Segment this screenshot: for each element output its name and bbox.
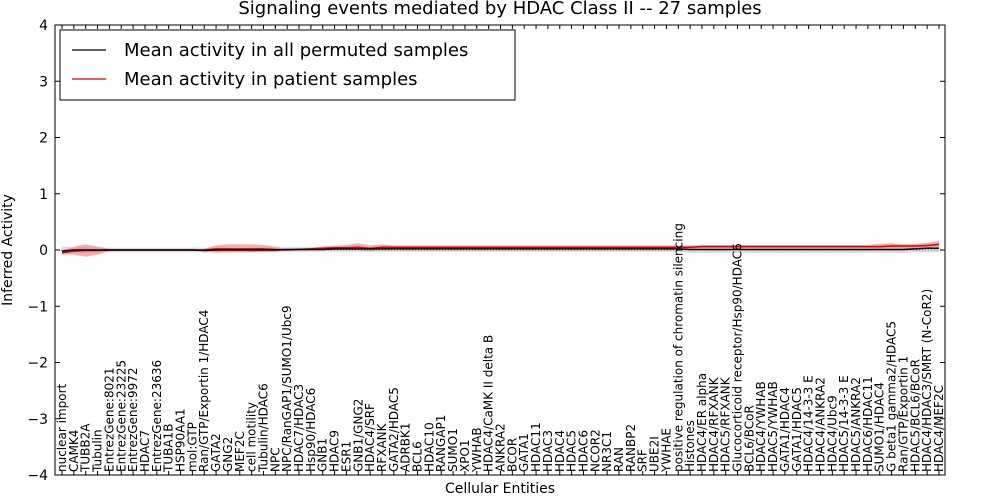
x-category-label: HDAC5 [565, 430, 579, 472]
x-category-label: RANGAP1 [434, 415, 448, 472]
x-category-label: HDAC4/ANKRA2 [813, 377, 827, 472]
x-category-label: Glucocorticoid receptor/Hsp90/HDAC6 [731, 243, 745, 472]
chart-title: Signaling events mediated by HDAC Class … [238, 0, 761, 19]
x-category-label: HDAC5/ANKRA2 [849, 377, 863, 472]
x-category-label: GATA1/HDAC5 [790, 387, 804, 472]
y-tick-label: 3 [39, 74, 48, 90]
y-tick-label: −3 [27, 412, 48, 428]
x-category-label: NPC/RanGAP1/SUMO1/Ubc9 [280, 305, 294, 472]
x-category-label: HDAC10 [422, 422, 436, 472]
x-category-label: SRF [636, 449, 650, 472]
x-axis-label: Cellular Entities [445, 481, 555, 497]
x-category-label: Histones [683, 420, 697, 472]
x-category-label: ADRBK1 [399, 422, 413, 472]
x-category-label: HSP90AA1 [174, 408, 188, 472]
x-category-label: G beta1 gamma2/HDAC5 [885, 321, 899, 472]
x-category-label: SUMO1/HDAC4 [873, 382, 887, 472]
legend-label-patient: Mean activity in patient samples [124, 69, 418, 90]
x-category-label: ANKRA2 [494, 423, 508, 472]
x-category-label: HDAC7/HDAC3 [292, 384, 306, 472]
x-category-label: NCOR2 [588, 429, 602, 472]
x-category-label: GNB1 [316, 438, 330, 472]
y-tick-label: 0 [39, 243, 48, 259]
x-category-label: TUBA1B [162, 424, 176, 473]
x-category-label: Ran/GTP/Exportin 1 [896, 356, 910, 472]
series-line-0 [61, 247, 939, 252]
x-category-label: EntrezGene:8021 [102, 368, 116, 473]
x-category-label: HDAC5/BCL6/BCoR [908, 359, 922, 472]
x-category-label: YWHAE [659, 428, 673, 473]
x-category-label: HDAC4/SRF [363, 403, 377, 472]
legend-label-permuted: Mean activity in all permuted samples [124, 40, 468, 61]
x-category-label: BCL6/BCoR [742, 405, 756, 472]
x-category-label: NPC [268, 447, 282, 472]
x-category-label: positive regulation of chromatin silenci… [671, 223, 685, 472]
x-category-label: HDAC6/HDAC11 [861, 376, 875, 472]
legend: Mean activity in all permuted samples Me… [59, 29, 516, 101]
x-category-label: HDAC4/Ubc9 [825, 395, 839, 472]
x-category-label: Tubulin/HDAC6 [256, 383, 270, 473]
x-category-label: EntrezGene:23636 [150, 360, 164, 472]
x-category-label: HDAC4/CaMK II delta B [482, 335, 496, 472]
x-category-label: SUMO1 [446, 428, 460, 472]
x-category-label: HDAC4/14-3-3 E [802, 375, 816, 472]
x-category-label: HDAC7 [138, 430, 152, 472]
x-category-label: XPO1 [458, 439, 472, 472]
x-category-label: HDAC4/YWHAB [754, 381, 768, 472]
x-category-label: GNG2 [221, 437, 235, 472]
x-category-label: HDAC4 [553, 430, 567, 472]
x-category-label: TUBB2A [79, 423, 93, 473]
x-category-label: RANBP2 [624, 424, 638, 472]
x-category-label: nuclear import [55, 383, 69, 472]
x-category-label: BCL6 [411, 441, 425, 472]
x-category-label: YWHAB [470, 427, 484, 473]
plot-area [55, 241, 945, 257]
x-category-label: Ran/GTP/Exportin 1/HDAC4 [197, 310, 211, 472]
x-category-label: HDAC5/14-3-3 E [837, 375, 851, 472]
x-category-label: HDAC4/HDAC3/SMRT (N-CoR2) [920, 289, 934, 472]
x-category-label: HDAC4/RFXANK [707, 376, 721, 472]
x-category-label: GATA2/HDAC5 [387, 387, 401, 472]
x-category-label: CAMK4 [67, 430, 81, 472]
x-category-label: UBE2I [648, 436, 662, 472]
x-category-label: Hsp90/HDAC6 [304, 388, 318, 472]
x-category-label: EntrezGene:23225 [114, 360, 128, 472]
x-category-label: RAN [612, 447, 626, 472]
y-tick-label: −1 [27, 299, 48, 315]
y-tick-label: 1 [39, 187, 48, 203]
x-category-label: GNB1/GNG2 [351, 399, 365, 472]
x-category-label: HDAC6 [576, 430, 590, 472]
x-category-label: GATA2 [209, 433, 223, 472]
x-category-label: HDAC5/RFXANK [719, 376, 733, 472]
x-category-label: Tubulin [91, 429, 105, 473]
x-category-label: HDAC4/MEF2C [932, 385, 946, 472]
y-tick-label: −4 [27, 468, 48, 484]
y-tick-label: 2 [39, 131, 48, 147]
x-category-label: RFXANK [375, 422, 389, 472]
x-category-label: NR3C1 [600, 431, 614, 472]
x-category-label: BCOR [505, 438, 519, 472]
x-category-label: ESR1 [339, 441, 353, 472]
x-category-label: HDAC9 [328, 430, 342, 472]
x-category-label: HDAC4/ER alpha [695, 373, 709, 472]
x-category-label: cell motility [245, 402, 259, 472]
x-category-label: HDAC3 [541, 430, 555, 472]
y-axis-label: Inferred Activity [0, 194, 16, 306]
x-category-label: EntrezGene:9972 [126, 368, 140, 473]
x-category-label: HDAC5/YWHAB [766, 381, 780, 472]
x-category-label: GATA1 [517, 433, 531, 472]
x-category-label: GATA1/HDAC4 [778, 387, 792, 472]
y-tick-label: −2 [27, 356, 48, 372]
legend-box [59, 29, 516, 101]
x-category-label: mol:GTP [185, 422, 199, 472]
y-tick-label: 4 [39, 18, 48, 34]
x-category-label: MEF2C [233, 431, 247, 472]
x-category-label: HDAC11 [529, 422, 543, 472]
